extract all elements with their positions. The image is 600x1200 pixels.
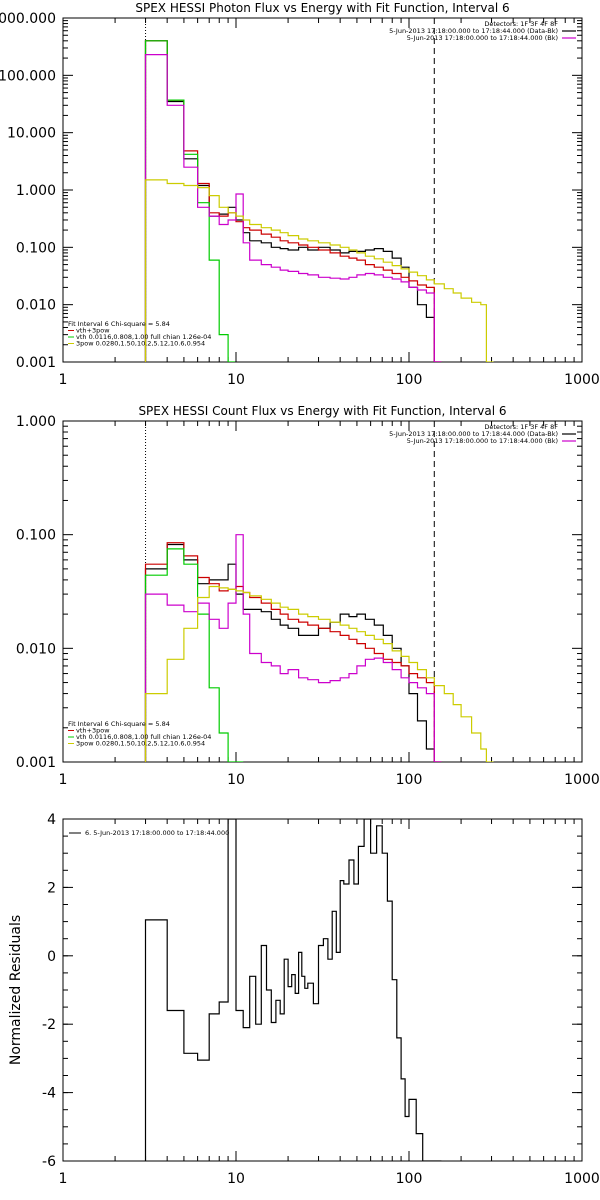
x-tick-label: 100	[396, 1171, 423, 1187]
x-tick-label: 10	[227, 1171, 245, 1187]
y-tick-label: 4	[47, 812, 56, 828]
legend-entry: vth+3pow	[76, 727, 110, 735]
legend-entry: 3pow 0.0280,1.50,10.2,5.12,10.6,0.954	[76, 740, 205, 748]
chart-panel-3: Normalized Residuals 1 10 100 1000 4 2 0 -2 -4 -6 6…	[8, 812, 600, 1187]
series-line-1	[144, 40, 442, 362]
series-line-5	[144, 585, 494, 762]
legend-entry: Fit Interval 6 Chi-square = 5.84	[68, 720, 170, 728]
y-tick-label: 2	[47, 880, 56, 896]
x-tick-label: 1000	[564, 772, 600, 788]
plot-frame	[62, 17, 583, 363]
x-tick-label: 1000	[564, 372, 600, 388]
chart-panel-2: SPEX HESSI Count Flux vs Energy with Fit…	[16, 404, 600, 788]
y-tick-label: 0	[47, 949, 56, 965]
plot-frame	[62, 420, 583, 763]
x-tick-label: 100	[396, 772, 423, 788]
y-axis-label: Normalized Residuals	[8, 915, 24, 1065]
chart-panel-1: SPEX HESSI Photon Flux vs Energy with Fi…	[0, 1, 600, 388]
chart-title: SPEX HESSI Count Flux vs Energy with Fit…	[138, 404, 506, 418]
legend-entry: Detectors: 1F 3F 4F 8F	[484, 423, 558, 431]
legend-entry: Fit Interval 6 Chi-square = 5.84	[68, 320, 170, 328]
x-tick-label: 1	[59, 372, 68, 388]
series-line-4	[144, 534, 442, 762]
x-tick-label: 10	[227, 372, 245, 388]
x-tick-label: 1	[59, 772, 68, 788]
x-tick-label: 1000	[564, 1171, 600, 1187]
y-tick-label: 0.001	[16, 755, 56, 771]
legend-entry: 3pow 0.0280,1.50,10.2,5.12,10.6,0.954	[76, 340, 205, 348]
y-tick-label: -6	[42, 1154, 56, 1170]
y-tick-label: 1000.000	[0, 11, 56, 27]
y-tick-label: 100.000	[0, 68, 56, 84]
series-line-5	[144, 179, 494, 362]
series-line-4	[144, 54, 442, 362]
legend-entry: 6. 5-Jun-2013 17:18:00.000 to 17:18:44.0…	[85, 829, 229, 837]
plot-frame	[62, 818, 583, 1162]
legend-entry: Detectors: 1F 3F 4F 8F	[484, 20, 558, 28]
series-line-3	[144, 40, 236, 362]
series-line-2	[144, 40, 442, 362]
y-tick-label: 0.010	[16, 298, 56, 314]
legend-entry: 5-Jun-2013 17:18:00.000 to 17:18:44.000 …	[407, 437, 558, 445]
y-tick-label: 0.010	[16, 641, 56, 657]
series-line-1	[144, 819, 442, 1161]
y-tick-label: 0.100	[16, 240, 56, 256]
y-tick-label: -4	[42, 1086, 56, 1102]
x-tick-label: 1	[59, 1171, 68, 1187]
legend-entry: 5-Jun-2013 17:18:00.000 to 17:18:44.000 …	[389, 27, 558, 35]
legend-entry: 5-Jun-2013 17:18:00.000 to 17:18:44.000 …	[407, 34, 558, 42]
y-tick-label: 10.000	[7, 126, 56, 142]
x-tick-label: 100	[396, 372, 423, 388]
x-tick-label: 10	[227, 772, 245, 788]
series-line-3	[144, 548, 244, 762]
legend-entry: 5-Jun-2013 17:18:00.000 to 17:18:44.000 …	[389, 430, 558, 438]
legend-entry: vth+3pow	[76, 327, 110, 335]
y-tick-label: -2	[42, 1017, 56, 1033]
y-tick-label: 1.000	[16, 183, 56, 199]
chart-title: SPEX HESSI Photon Flux vs Energy with Fi…	[135, 1, 509, 15]
y-tick-label: 1.000	[16, 414, 56, 430]
series-line-2	[144, 542, 442, 762]
y-tick-label: 0.100	[16, 528, 56, 544]
series-line-1	[144, 543, 442, 762]
y-tick-label: 0.001	[16, 355, 56, 371]
legend-entry: vth 0.0116,0.808,1.00 full chian 1.26e-0…	[76, 733, 211, 741]
legend-entry: vth 0.0116,0.808,1.00 full chian 1.26e-0…	[76, 333, 211, 341]
